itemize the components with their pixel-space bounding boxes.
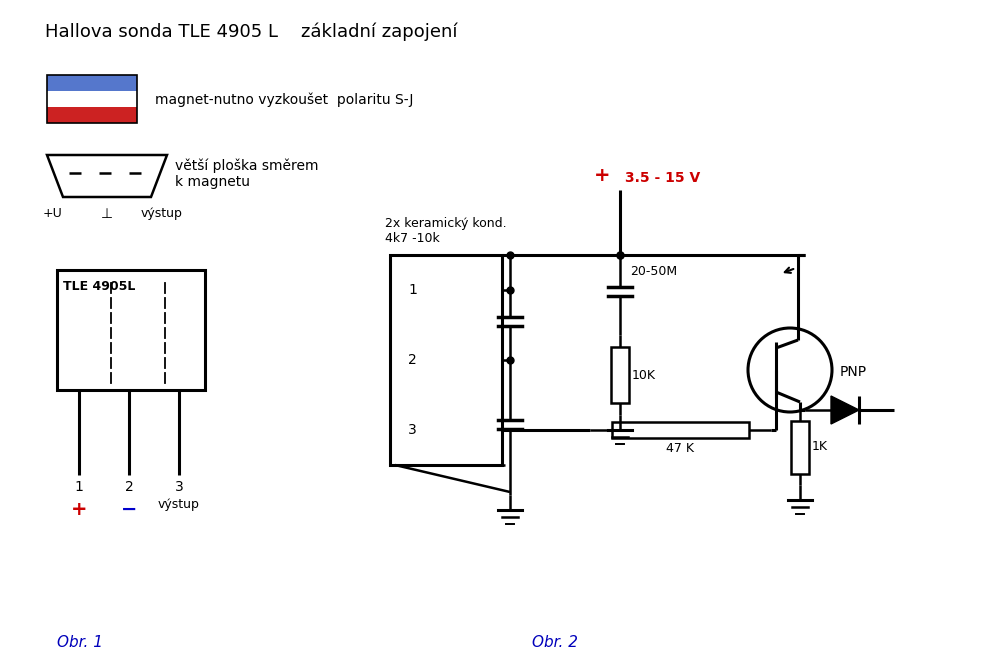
Text: magnet-nutno vyzkoušet  polaritu S-J: magnet-nutno vyzkoušet polaritu S-J — [155, 92, 413, 106]
Text: 1K: 1K — [812, 440, 828, 454]
Text: +U: +U — [42, 207, 62, 220]
Text: výstup: výstup — [158, 498, 200, 511]
Bar — [47, 107, 137, 123]
Text: 2: 2 — [408, 353, 417, 367]
Text: 20-50M: 20-50M — [630, 265, 677, 278]
Text: větší ploška směrem
k magnetu: větší ploška směrem k magnetu — [175, 158, 319, 188]
Polygon shape — [47, 155, 167, 197]
Text: PNP: PNP — [840, 365, 867, 379]
Text: 3.5 - 15 V: 3.5 - 15 V — [625, 171, 700, 185]
Bar — [612, 422, 749, 438]
Bar — [390, 255, 502, 465]
Bar — [47, 75, 137, 123]
Text: Hallova sonda TLE 4905 L    základní zapojení: Hallova sonda TLE 4905 L základní zapoje… — [45, 22, 458, 41]
Bar — [57, 270, 205, 390]
Polygon shape — [831, 396, 859, 424]
Bar — [47, 91, 137, 107]
Bar — [791, 422, 809, 474]
Text: −: − — [121, 500, 137, 519]
Text: 1: 1 — [75, 480, 83, 494]
Text: 1: 1 — [408, 283, 417, 297]
Text: výstup: výstup — [141, 207, 183, 220]
Text: Obr. 2: Obr. 2 — [532, 635, 578, 650]
Text: +: + — [71, 500, 87, 519]
Text: TLE 4905L: TLE 4905L — [63, 280, 135, 293]
Text: 3: 3 — [408, 423, 417, 437]
Text: 2x keramický kond.
4k7 -10k: 2x keramický kond. 4k7 -10k — [385, 217, 507, 245]
Text: Obr. 1: Obr. 1 — [57, 635, 103, 650]
Text: 2: 2 — [125, 480, 133, 494]
Text: ⊥: ⊥ — [101, 207, 113, 221]
Bar — [47, 75, 137, 91]
Text: 10K: 10K — [632, 369, 656, 381]
Text: +: + — [594, 166, 610, 185]
Text: 47 K: 47 K — [666, 442, 694, 455]
Text: 3: 3 — [175, 480, 183, 494]
Bar — [611, 347, 629, 403]
